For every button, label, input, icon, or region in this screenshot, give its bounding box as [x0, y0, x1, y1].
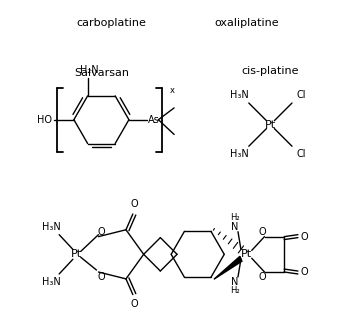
Text: O: O [300, 267, 308, 277]
Text: Pt: Pt [241, 249, 252, 259]
Text: O: O [97, 227, 105, 237]
Text: O: O [131, 300, 139, 309]
Text: HO: HO [37, 115, 52, 125]
Polygon shape [214, 256, 242, 279]
Text: oxaliplatine: oxaliplatine [214, 19, 279, 28]
Text: carboplatine: carboplatine [76, 19, 146, 28]
Text: H₂: H₂ [230, 286, 240, 295]
Text: O: O [97, 272, 105, 282]
Text: Cl: Cl [296, 90, 306, 100]
Text: H₂: H₂ [230, 213, 240, 222]
Text: O: O [300, 232, 308, 241]
Text: cis-platine: cis-platine [242, 66, 299, 76]
Text: H₃N: H₃N [230, 149, 248, 159]
Text: Pt: Pt [71, 249, 82, 259]
Text: O: O [131, 199, 139, 209]
Text: H₃N: H₃N [42, 222, 61, 232]
Text: H₃N: H₃N [230, 90, 248, 100]
Text: H₃N: H₃N [42, 277, 61, 287]
Text: Salvarsan: Salvarsan [74, 68, 129, 78]
Text: H₂N: H₂N [80, 65, 99, 75]
Text: O: O [259, 227, 266, 237]
Text: N: N [231, 277, 239, 287]
Text: As: As [148, 115, 159, 125]
Text: N: N [231, 222, 239, 232]
Text: Pt: Pt [265, 120, 276, 130]
Text: Cl: Cl [296, 149, 306, 159]
Text: x: x [170, 86, 175, 95]
Text: O: O [259, 272, 266, 282]
